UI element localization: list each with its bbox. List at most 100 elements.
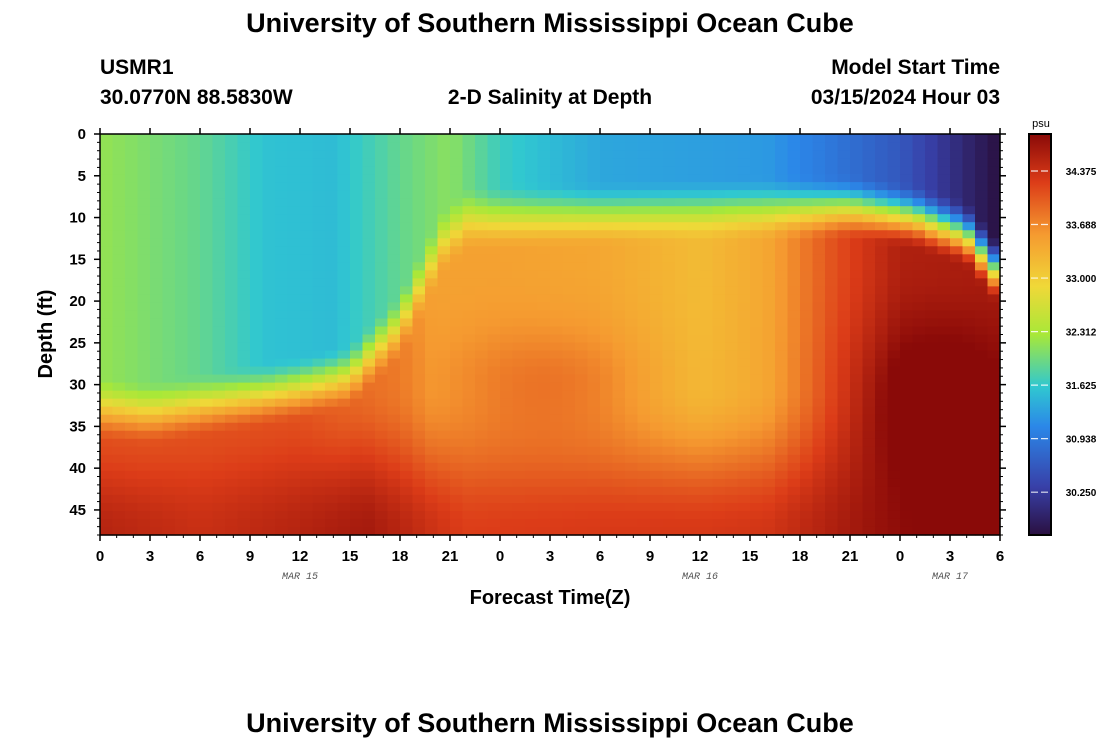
heatmap-cell: [275, 502, 289, 512]
heatmap-cell: [525, 422, 539, 432]
heatmap-cell: [100, 510, 114, 520]
heatmap-cell: [950, 270, 964, 279]
heatmap-cell: [737, 142, 751, 151]
heatmap-cell: [787, 502, 801, 512]
heatmap-cell: [537, 430, 551, 440]
heatmap-cell: [787, 486, 801, 496]
heatmap-cell: [337, 246, 351, 255]
chart-title: University of Southern Mississippi Ocean…: [246, 8, 854, 38]
heatmap-cell: [362, 526, 376, 536]
heatmap-cell: [700, 190, 714, 199]
heatmap-cell: [600, 230, 614, 239]
heatmap-cell: [687, 398, 701, 408]
heatmap-cell: [537, 318, 551, 328]
heatmap-cell: [625, 190, 639, 199]
heatmap-cell: [612, 422, 626, 432]
heatmap-cell: [725, 422, 739, 432]
heatmap-cell: [550, 350, 564, 360]
heatmap-cell: [812, 374, 826, 384]
heatmap-cell: [487, 166, 501, 175]
heatmap-cell: [875, 142, 889, 151]
heatmap-cell: [450, 414, 464, 424]
heatmap-cell: [325, 206, 339, 215]
heatmap-cell: [437, 502, 451, 512]
heatmap-cell: [237, 446, 251, 456]
heatmap-cell: [887, 230, 901, 239]
heatmap-cell: [900, 238, 914, 247]
heatmap-cell: [237, 238, 251, 247]
heatmap-cell: [450, 150, 464, 159]
heatmap-cell: [787, 166, 801, 175]
heatmap-cell: [262, 494, 276, 504]
heatmap-cell: [225, 470, 239, 480]
heatmap-cell: [650, 374, 664, 384]
heatmap-cell: [650, 270, 664, 279]
heatmap-cell: [450, 510, 464, 520]
heatmap-cell: [425, 262, 439, 271]
heatmap-cell: [387, 230, 401, 239]
heatmap-cell: [625, 510, 639, 520]
heatmap-cell: [337, 454, 351, 464]
heatmap-cell: [837, 502, 851, 512]
heatmap-cell: [637, 230, 651, 239]
heatmap-cell: [237, 374, 251, 384]
heatmap-cell: [437, 174, 451, 183]
heatmap-cell: [237, 262, 251, 271]
heatmap-cell: [475, 518, 489, 528]
heatmap-cell: [412, 454, 426, 464]
heatmap-cell: [837, 206, 851, 215]
heatmap-cell: [712, 406, 726, 416]
heatmap-cell: [475, 230, 489, 239]
heatmap-cell: [225, 414, 239, 424]
heatmap-cell: [862, 422, 876, 432]
heatmap-cell: [962, 278, 976, 287]
heatmap-cell: [775, 238, 789, 247]
heatmap-cell: [700, 334, 714, 344]
heatmap-cell: [700, 150, 714, 159]
heatmap-cell: [262, 222, 276, 231]
heatmap-cell: [450, 294, 464, 304]
heatmap-cell: [375, 270, 389, 279]
heatmap-cell: [262, 190, 276, 199]
heatmap-cell: [562, 150, 576, 159]
heatmap-cell: [937, 174, 951, 183]
heatmap-cell: [287, 462, 301, 472]
heatmap-cell: [525, 486, 539, 496]
heatmap-cell: [175, 326, 189, 336]
heatmap-cell: [325, 382, 339, 392]
heatmap-cell: [862, 518, 876, 528]
heatmap-cell: [825, 366, 839, 376]
heatmap-cell: [112, 254, 126, 263]
heatmap-cell: [687, 390, 701, 400]
heatmap-cell: [437, 214, 451, 223]
heatmap-cell: [487, 366, 501, 376]
heatmap-cell: [162, 286, 176, 295]
heatmap-cell: [700, 462, 714, 472]
heatmap-cell: [350, 206, 364, 215]
heatmap-cell: [662, 302, 676, 312]
heatmap-cell: [537, 190, 551, 199]
heatmap-cell: [262, 270, 276, 279]
heatmap-cell: [862, 438, 876, 448]
heatmap-cell: [112, 454, 126, 464]
heatmap-cell: [812, 150, 826, 159]
heatmap-cell: [125, 478, 139, 488]
heatmap-cell: [550, 158, 564, 167]
heatmap-cell: [175, 302, 189, 312]
heatmap-cell: [712, 502, 726, 512]
heatmap-cell: [787, 310, 801, 320]
heatmap-cell: [450, 214, 464, 223]
heatmap-cell: [950, 462, 964, 472]
heatmap-cell: [150, 222, 164, 231]
heatmap-cell: [850, 246, 864, 255]
heatmap-cell: [137, 198, 151, 207]
heatmap-cell: [937, 238, 951, 247]
heatmap-cell: [187, 206, 201, 215]
heatmap-cell: [287, 270, 301, 279]
heatmap-cell: [875, 214, 889, 223]
heatmap-cell: [400, 294, 414, 304]
heatmap-cell: [100, 518, 114, 528]
heatmap-cell: [912, 174, 926, 183]
heatmap-cell: [150, 406, 164, 416]
heatmap-cell: [575, 470, 589, 480]
